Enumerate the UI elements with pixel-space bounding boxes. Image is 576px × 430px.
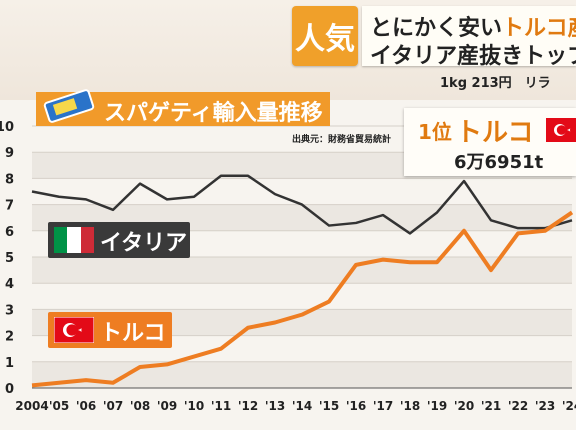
x-tick-label: '22 — [508, 399, 528, 413]
turkey-flag-icon — [546, 118, 576, 142]
spaghetti-package-icon — [43, 89, 95, 123]
x-tick-label: '20 — [454, 399, 474, 413]
legend-turkey: トルコ — [48, 312, 172, 348]
x-tick-label: '21 — [481, 399, 501, 413]
x-tick-label: '24 — [562, 399, 576, 413]
source-note: 出典元：財務省貿易統計 — [292, 135, 392, 145]
y-tick-label: 4 — [5, 277, 14, 292]
x-tick-label: '10 — [184, 399, 204, 413]
y-tick-label: 7 — [5, 199, 14, 214]
callout-rank: 1位 — [418, 120, 452, 144]
grid-band — [32, 361, 572, 388]
legend-italy-label: イタリア — [100, 231, 188, 256]
x-tick-label: '16 — [346, 399, 366, 413]
headline-line-1-pre: とにかく安い — [370, 16, 503, 41]
y-tick-label: 6 — [5, 225, 14, 240]
x-tick-label: '05 — [49, 399, 69, 413]
x-tick-label: '18 — [400, 399, 420, 413]
y-tick-label: 2 — [5, 330, 14, 345]
headline-box: とにかく安いトルコ産 イタリア産抜きトップに — [362, 6, 576, 66]
category-tag-label: 人気 — [295, 22, 355, 57]
x-tick-label: '23 — [535, 399, 555, 413]
x-tick-label: '12 — [238, 399, 258, 413]
callout-amount: 6万6951t — [454, 152, 544, 173]
x-tick-label: '06 — [76, 399, 96, 413]
x-tick-label: '14 — [292, 399, 312, 413]
legend-turkey-label: トルコ — [100, 321, 166, 346]
italy-flag-icon — [54, 227, 94, 253]
y-tick-label: 5 — [5, 251, 14, 266]
y-tick-label: 1 — [5, 356, 14, 371]
y-tick-label: 10 — [0, 120, 14, 135]
chart-title: スパゲティ輸入量推移 — [104, 101, 323, 126]
x-tick-label: '09 — [157, 399, 177, 413]
legend-italy: イタリア — [48, 222, 190, 258]
x-tick-label: '15 — [319, 399, 339, 413]
x-tick-label: '19 — [427, 399, 447, 413]
price-ticker: 1kg 213円 リラ — [440, 76, 551, 91]
headline-line-1-highlight: トルコ産 — [502, 16, 576, 41]
y-tick-label: 9 — [5, 146, 14, 161]
x-tick-label: '11 — [211, 399, 231, 413]
series-line-italy — [31, 174, 573, 235]
y-tick-label: 0 — [5, 382, 14, 397]
headline-line-1: とにかく安いトルコ産 — [370, 10, 576, 42]
x-tick-label: '13 — [265, 399, 285, 413]
y-tick-label: 8 — [5, 172, 14, 187]
ranking-callout: 1位 トルコ 6万6951t — [404, 108, 576, 176]
x-tick-label: '17 — [373, 399, 393, 413]
x-tick-label: 2004 — [15, 399, 48, 413]
headline-line-2: イタリア産抜きトップに — [370, 44, 576, 66]
category-tag: 人気 — [292, 6, 358, 66]
grid-band — [32, 257, 572, 284]
x-tick-label: '08 — [130, 399, 150, 413]
series-line-turkey — [31, 210, 574, 388]
x-tick-label: '07 — [103, 399, 123, 413]
callout-country: トルコ — [456, 118, 534, 148]
turkey-flag-icon — [54, 317, 94, 343]
y-tick-label: 3 — [5, 303, 14, 318]
